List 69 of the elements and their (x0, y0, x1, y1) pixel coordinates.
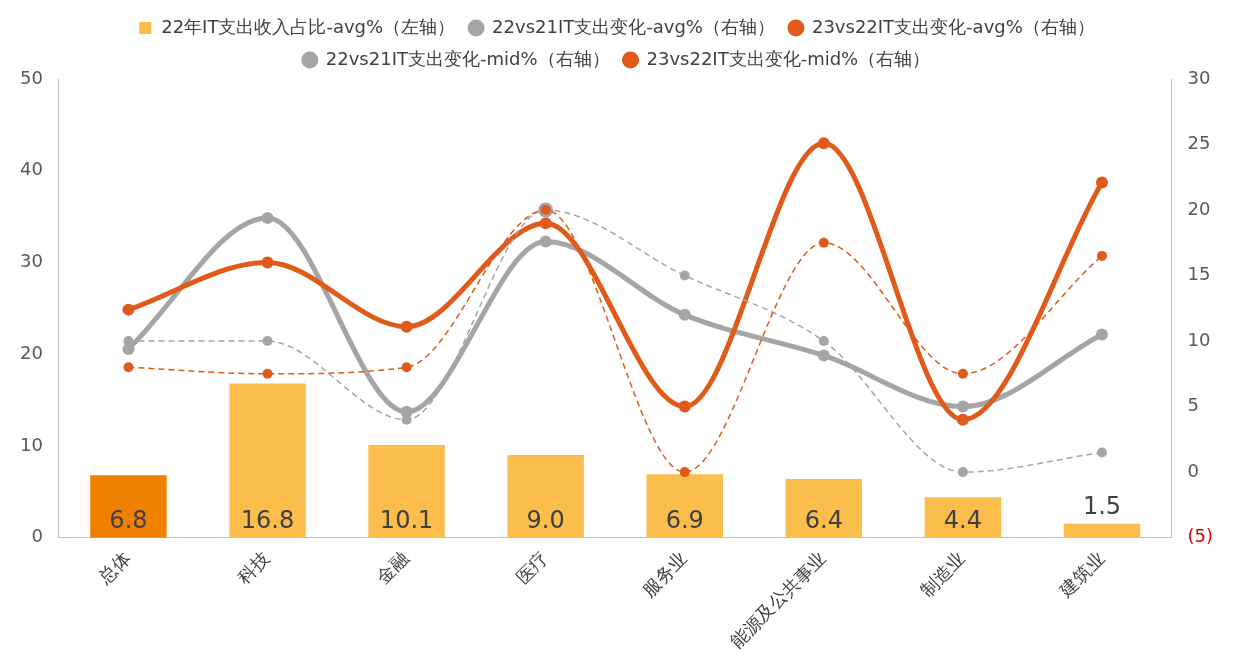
data-label: 16.8 (240, 505, 295, 534)
y-tick-label: 10 (20, 433, 43, 455)
point (1096, 447, 1107, 458)
legend-label: 22年IT支出收入占比-avg%（左轴） (161, 15, 456, 37)
data-label: 1.5 (1082, 492, 1122, 521)
point (262, 336, 273, 347)
y2-tick-label: 5 (1187, 394, 1199, 416)
point (818, 336, 829, 347)
y2-tick-label: (5) (1187, 525, 1213, 547)
point (1095, 176, 1108, 189)
x-tick-label: 总体 (93, 547, 135, 589)
point (678, 308, 691, 321)
bar (785, 478, 863, 538)
y-tick-label: 40 (20, 158, 43, 180)
point (1096, 250, 1107, 261)
y-tick-label: 0 (31, 525, 43, 547)
y2-tick-label: 20 (1187, 197, 1211, 219)
point (817, 137, 830, 150)
legend-label: 23vs22IT支出变化-avg%（右轴） (811, 15, 1095, 37)
data-label: 6.4 (804, 505, 843, 534)
x-tick-label: 服务业 (637, 547, 691, 601)
x-tick-label: 医疗 (511, 547, 552, 588)
point (678, 400, 691, 413)
point (122, 303, 135, 316)
x-tick-label: 制造业 (915, 547, 970, 601)
y-tick-label: 20 (20, 341, 43, 363)
bar (924, 497, 1002, 538)
point (818, 237, 829, 248)
point (957, 467, 968, 478)
y2-tick-label: 30 (1187, 66, 1211, 88)
point (401, 362, 412, 373)
bar (507, 455, 584, 538)
point (1095, 328, 1108, 341)
bar (1063, 523, 1141, 538)
data-label: 4.4 (943, 505, 982, 534)
y-tick-label: 50 (20, 66, 43, 88)
bar (368, 444, 445, 538)
y2-tick-label: 25 (1187, 132, 1211, 154)
y-tick-label: 30 (20, 250, 43, 272)
point (400, 320, 413, 333)
bar (229, 383, 306, 538)
data-label: 6.8 (109, 505, 148, 534)
legend-label: 22vs21IT支出变化-mid%（右轴） (325, 47, 610, 69)
point (817, 349, 830, 362)
point (957, 368, 968, 379)
x-tick-label: 建筑业 (1054, 547, 1109, 602)
point (123, 362, 134, 373)
point (956, 400, 969, 413)
x-tick-label: 科技 (233, 547, 274, 588)
point (539, 235, 552, 248)
y2-tick-label: 0 (1187, 459, 1199, 481)
x-tick-label: 能源及公共事业 (726, 547, 830, 652)
legend-label: 23vs22IT支出变化-mid%（右轴） (646, 47, 931, 69)
y2-tick-label: 10 (1187, 328, 1211, 350)
point (679, 270, 690, 281)
bar (646, 474, 723, 538)
point (679, 467, 690, 478)
data-label: 9.0 (526, 505, 565, 534)
y2-tick-label: 15 (1187, 263, 1211, 285)
x-tick-label: 金融 (372, 547, 413, 588)
data-label: 10.1 (379, 505, 434, 534)
point (262, 368, 273, 379)
point (261, 211, 274, 224)
bar (90, 475, 167, 538)
point (956, 413, 969, 426)
point (539, 217, 552, 230)
point (261, 256, 274, 269)
data-label: 6.9 (665, 505, 704, 534)
legend-label: 22vs21IT支出变化-avg%（右轴） (492, 15, 775, 37)
